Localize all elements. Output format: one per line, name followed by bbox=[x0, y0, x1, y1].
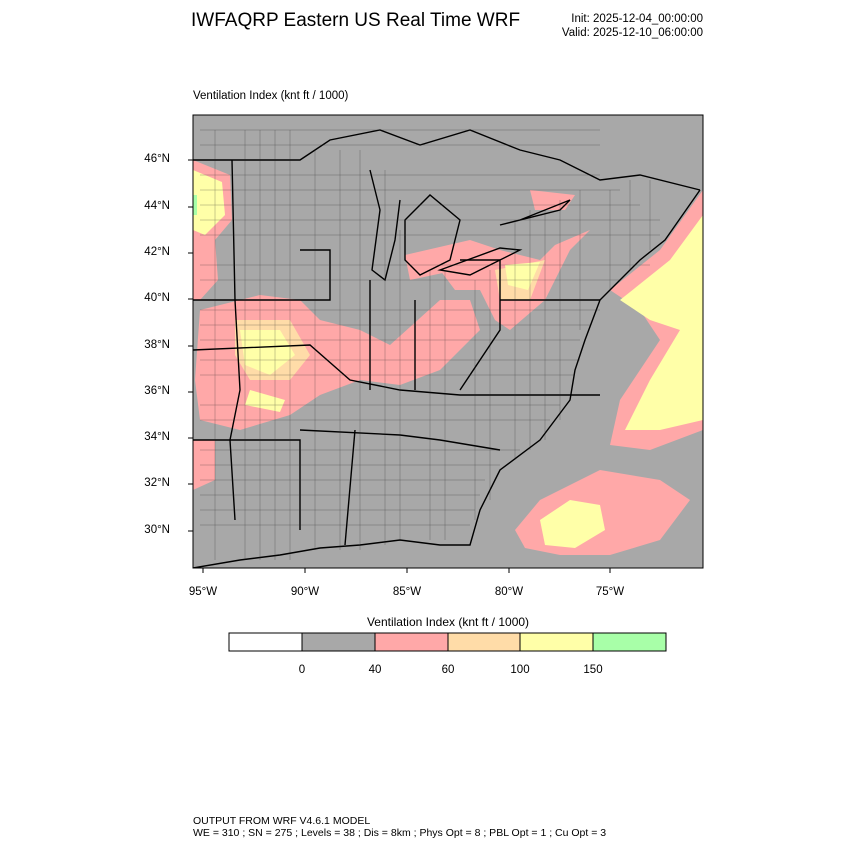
plot-title: IWFAQRP Eastern US Real Time WRF bbox=[191, 10, 521, 31]
lat-label: 32°N bbox=[144, 477, 170, 489]
lat-label: 40°N bbox=[144, 292, 170, 304]
colorbar-box bbox=[228, 632, 303, 652]
colorbar-label: 150 bbox=[583, 664, 603, 676]
colorbar-label: 60 bbox=[441, 664, 455, 676]
ventilation-shading bbox=[193, 160, 703, 555]
lon-label: 85°W bbox=[392, 586, 422, 598]
colorbar-box bbox=[301, 632, 376, 652]
lat-label: 30°N bbox=[144, 524, 170, 536]
field-subtitle: Ventilation Index (knt ft / 1000) bbox=[193, 90, 349, 102]
lat-label: 36°N bbox=[144, 385, 170, 397]
colorbar-label: 40 bbox=[368, 664, 382, 676]
colorbar-label: 100 bbox=[510, 664, 530, 676]
colorbar-title: Ventilation Index (knt ft / 1000) bbox=[366, 615, 530, 629]
colorbar-label: 0 bbox=[298, 664, 306, 676]
lon-label: 90°W bbox=[290, 586, 320, 598]
lon-label: 95°W bbox=[188, 586, 218, 598]
valid-time: Valid: 2025-12-10_06:00:00 bbox=[561, 27, 703, 39]
lat-label: 38°N bbox=[144, 339, 170, 351]
footer-model: OUTPUT FROM WRF V4.6.1 MODEL bbox=[193, 815, 371, 827]
county-lines bbox=[200, 129, 660, 560]
lon-label: 80°W bbox=[494, 586, 524, 598]
colorbar-box bbox=[592, 632, 667, 652]
footer-config: WE = 310 ; SN = 275 ; Levels = 38 ; Dis … bbox=[193, 827, 607, 839]
lat-label: 46°N bbox=[144, 153, 170, 165]
lat-label: 34°N bbox=[144, 431, 170, 443]
colorbar bbox=[228, 632, 667, 652]
axis-ticks bbox=[188, 159, 611, 573]
colorbar-box bbox=[447, 632, 521, 652]
lon-label: 75°W bbox=[595, 586, 625, 598]
init-time: Init: 2025-12-04_00:00:00 bbox=[571, 13, 703, 25]
colorbar-box bbox=[374, 632, 449, 652]
lat-label: 42°N bbox=[144, 246, 170, 258]
colorbar-box bbox=[519, 632, 594, 652]
map-frame bbox=[192, 114, 704, 569]
lat-label: 44°N bbox=[144, 200, 170, 212]
